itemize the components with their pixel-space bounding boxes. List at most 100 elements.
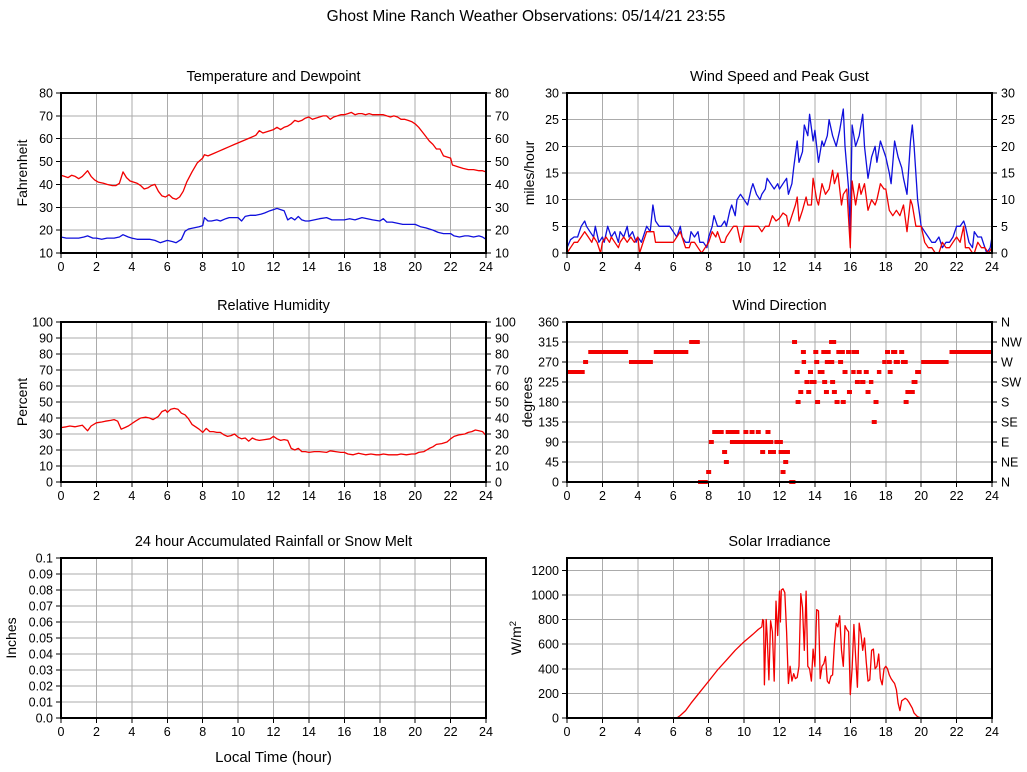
y-tick-label-right: SW — [1001, 376, 1021, 390]
plot-border — [60, 557, 487, 719]
y-tick-label-right: S — [1001, 396, 1009, 410]
tick-labels: 0 2 4 6 8 10 12 14 16 18 20 22 240.00.010.020.030.04… — [29, 552, 493, 740]
y-tick-label: 50 — [39, 155, 53, 169]
x-tick-label: 0 — [58, 260, 65, 274]
x-tick-label: 10 — [231, 725, 245, 739]
x-tick-label: 14 — [302, 725, 316, 739]
x-tick-label: 10 — [231, 260, 245, 274]
x-tick-label: 22 — [444, 260, 458, 274]
y-tick-label: 0 — [552, 476, 559, 490]
x-tick-label: 4 — [128, 489, 135, 503]
x-tick-label: 0 — [564, 725, 571, 739]
y-tick-label-right: 20 — [495, 224, 509, 238]
tick-marks — [562, 321, 997, 487]
solar-irradiance-chart: 0 2 4 6 8 10 12 14 16 18 20 22 240200400600800100012… — [508, 534, 999, 739]
y-tick-label: 400 — [538, 662, 559, 676]
x-tick-label: 16 — [337, 489, 351, 503]
x-tick-label: 14 — [808, 260, 822, 274]
y-tick-label-right: N — [1001, 476, 1010, 490]
y-tick-label: 25 — [545, 113, 559, 127]
y-tick-label-right: NE — [1001, 456, 1018, 470]
x-tick-label: 16 — [337, 725, 351, 739]
y-tick-label-right: 30 — [495, 428, 509, 442]
tick-marks — [562, 92, 997, 258]
x-tick-label: 18 — [879, 260, 893, 274]
x-tick-label: 2 — [93, 725, 100, 739]
x-tick-label: 10 — [737, 489, 751, 503]
y-tick-label: 135 — [538, 416, 559, 430]
x-tick-label: 16 — [843, 725, 857, 739]
y-tick-label: 0.03 — [29, 664, 53, 678]
x-tick-label: 16 — [843, 489, 857, 503]
y-tick-label: 0.05 — [29, 632, 53, 646]
y-tick-label: 200 — [538, 687, 559, 701]
y-tick-label: 0 — [552, 247, 559, 261]
y-tick-label-right: 30 — [495, 201, 509, 215]
y-tick-label: 0.06 — [29, 616, 53, 630]
y-tick-label-right: 10 — [495, 247, 509, 261]
page-title: Ghost Mine Ranch Weather Observations: 0… — [326, 8, 726, 25]
x-tick-label: 4 — [634, 489, 641, 503]
x-tick-label: 8 — [705, 260, 712, 274]
y-tick-label: 80 — [39, 87, 53, 101]
tick-marks — [56, 92, 491, 258]
y-tick-label: 45 — [545, 456, 559, 470]
x-tick-label: 8 — [705, 725, 712, 739]
y-tick-label: 15 — [545, 167, 559, 181]
y-tick-label: 20 — [545, 140, 559, 154]
wind-speed-gust-title: Wind Speed and Peak Gust — [690, 69, 869, 85]
x-tick-label: 22 — [950, 260, 964, 274]
y-tick-label-right: 15 — [1001, 167, 1015, 181]
gridlines — [61, 93, 486, 253]
y-tick-label: 5 — [552, 220, 559, 234]
y-tick-label-right: W — [1001, 356, 1013, 370]
x-tick-label: 24 — [985, 725, 999, 739]
temperature-dewpoint-title: Temperature and Dewpoint — [186, 69, 360, 85]
gridlines — [61, 322, 486, 482]
temperature-dewpoint-ylabel: Fahrenheit — [14, 139, 30, 206]
solar-line — [567, 588, 992, 719]
y-tick-label-right: 0 — [495, 476, 502, 490]
y-tick-label: 0.04 — [29, 648, 53, 662]
y-tick-label: 0.0 — [36, 712, 53, 726]
y-tick-label: 0.07 — [29, 600, 53, 614]
x-tick-label: 20 — [914, 725, 928, 739]
x-tick-label: 10 — [737, 725, 751, 739]
y-tick-label-right: 60 — [495, 132, 509, 146]
x-tick-label: 12 — [267, 725, 281, 739]
wind-direction-ylabel: degrees — [519, 377, 535, 428]
y-tick-label-right: 10 — [1001, 193, 1015, 207]
y-tick-label-right: NW — [1001, 336, 1022, 350]
y-tick-label-right: 90 — [495, 332, 509, 346]
y-tick-label: 1200 — [531, 564, 559, 578]
x-tick-label: 4 — [128, 725, 135, 739]
x-tick-label: 6 — [164, 489, 171, 503]
y-tick-label-right: 5 — [1001, 220, 1008, 234]
y-tick-label-right: 25 — [1001, 113, 1015, 127]
y-tick-label: 270 — [538, 356, 559, 370]
x-tick-label: 22 — [950, 489, 964, 503]
x-tick-label: 6 — [670, 260, 677, 274]
x-axis-label: Local Time (hour) — [215, 749, 332, 766]
solar-irradiance-ylabel: W/m2 — [508, 621, 524, 655]
rainfall-title: 24 hour Accumulated Rainfall or Snow Mel… — [135, 534, 412, 550]
gridlines — [61, 558, 486, 718]
x-tick-label: 8 — [199, 260, 206, 274]
plot-border — [566, 557, 993, 719]
y-tick-label: 40 — [39, 412, 53, 426]
y-tick-label-right: 50 — [495, 396, 509, 410]
y-tick-label: 70 — [39, 364, 53, 378]
y-tick-label-right: 0 — [1001, 247, 1008, 261]
x-tick-label: 22 — [444, 725, 458, 739]
x-tick-label: 10 — [231, 489, 245, 503]
y-tick-label-right: 30 — [1001, 87, 1015, 101]
y-tick-label-right: SE — [1001, 416, 1018, 430]
x-tick-label: 0 — [58, 489, 65, 503]
x-tick-label: 18 — [879, 489, 893, 503]
x-tick-label: 6 — [670, 725, 677, 739]
x-tick-label: 24 — [479, 725, 493, 739]
x-tick-label: 20 — [408, 260, 422, 274]
